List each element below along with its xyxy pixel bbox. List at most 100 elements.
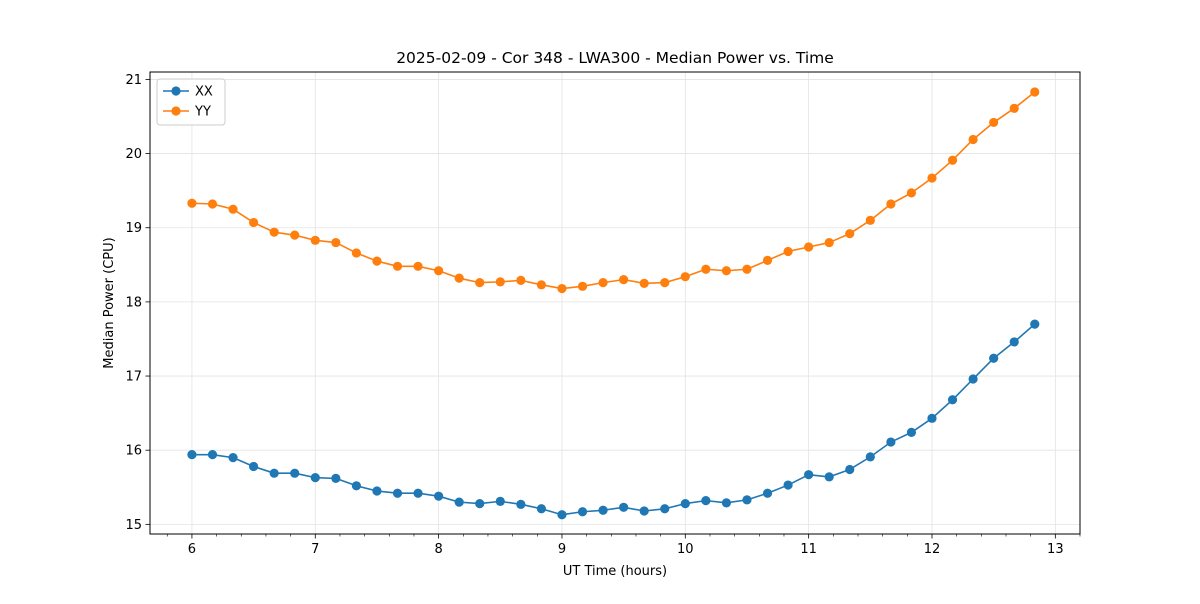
data-point-yy <box>968 134 978 145</box>
data-point-xx <box>290 468 300 478</box>
data-point-xx <box>413 488 423 498</box>
data-point-yy <box>351 248 361 258</box>
legend-label-yy: YY <box>194 105 211 120</box>
data-point-yy <box>290 230 300 240</box>
data-point-yy <box>1030 87 1040 97</box>
data-point-yy <box>989 117 999 128</box>
data-point-xx <box>536 504 547 514</box>
data-point-yy <box>804 242 814 252</box>
data-point-yy <box>639 278 649 288</box>
data-point-yy <box>742 264 752 274</box>
data-point-yy <box>619 275 629 285</box>
data-point-yy <box>1009 103 1019 113</box>
x-tick-label: 11 <box>800 542 817 557</box>
plot-frame <box>149 71 1081 535</box>
data-point-xx <box>845 464 855 475</box>
data-point-yy <box>577 281 588 291</box>
y-tick-label: 19 <box>125 221 142 236</box>
data-point-yy <box>721 266 732 276</box>
data-point-xx <box>351 481 361 491</box>
x-tick-label: 8 <box>434 542 442 557</box>
chart-title: 2025-02-09 - Cor 348 - LWA300 - Median P… <box>396 49 834 67</box>
data-point-yy <box>249 217 259 228</box>
data-point-xx <box>269 468 279 478</box>
data-point-yy <box>269 227 279 237</box>
data-point-xx <box>187 450 197 460</box>
data-point-yy <box>413 261 423 271</box>
data-point-yy <box>762 255 773 265</box>
legend-marker-yy <box>171 106 181 116</box>
data-point-xx <box>557 510 567 520</box>
data-point-xx <box>207 450 218 460</box>
data-point-xx <box>598 505 608 515</box>
data-point-xx <box>434 491 444 501</box>
x-tick-label: 13 <box>1047 542 1064 557</box>
data-point-yy <box>536 280 547 290</box>
data-point-xx <box>516 499 526 509</box>
data-point-xx <box>660 504 670 514</box>
data-point-yy <box>845 229 855 239</box>
data-point-xx <box>619 502 629 512</box>
data-point-xx <box>701 496 711 506</box>
data-point-xx <box>804 470 814 480</box>
data-point-xx <box>475 498 485 509</box>
data-point-xx <box>495 496 505 506</box>
data-point-xx <box>331 473 341 483</box>
data-point-yy <box>372 256 382 266</box>
data-point-yy <box>783 246 793 257</box>
data-point-xx <box>249 461 259 472</box>
legend-label-xx: XX <box>195 85 213 100</box>
series-layer <box>187 87 1040 520</box>
x-tick-label: 10 <box>677 542 694 557</box>
legend: XX YY <box>156 78 226 126</box>
data-point-xx <box>1030 319 1040 329</box>
data-point-xx <box>927 413 937 423</box>
y-tick-label: 21 <box>125 73 142 88</box>
y-tick-label: 17 <box>125 370 142 385</box>
data-point-yy <box>392 261 403 271</box>
data-point-yy <box>454 273 464 283</box>
data-point-xx <box>228 453 238 463</box>
data-point-yy <box>927 173 937 183</box>
data-point-xx <box>865 452 875 462</box>
data-point-yy <box>906 188 917 198</box>
data-point-yy <box>557 283 567 294</box>
x-tick-label: 12 <box>924 542 941 557</box>
data-point-yy <box>701 264 711 274</box>
grid <box>150 72 1080 534</box>
data-point-xx <box>721 498 732 508</box>
y-tick-label: 15 <box>125 518 142 533</box>
data-point-yy <box>187 198 197 208</box>
data-point-xx <box>906 427 917 438</box>
y-axis-label: Median Power (CPU) <box>102 237 117 368</box>
x-tick-label: 9 <box>558 542 566 557</box>
data-point-xx <box>454 497 464 507</box>
legend-marker-xx <box>171 86 181 96</box>
data-point-xx <box>392 488 403 498</box>
x-tick-label: 7 <box>311 542 319 557</box>
data-point-yy <box>310 235 320 245</box>
data-point-xx <box>310 473 320 483</box>
data-point-yy <box>516 275 526 285</box>
data-point-xx <box>1009 337 1019 347</box>
data-point-yy <box>886 199 896 209</box>
data-point-yy <box>207 199 218 209</box>
legend-box <box>156 78 226 126</box>
data-point-xx <box>372 486 382 496</box>
data-point-yy <box>680 272 690 282</box>
y-tick-label: 18 <box>125 295 142 310</box>
x-axis-label: UT Time (hours) <box>563 564 667 579</box>
ticks: 6 7 8 9 10 11 12 13 15 16 17 18 19 20 21 <box>125 73 1081 557</box>
data-point-yy <box>824 237 834 248</box>
data-point-xx <box>639 506 649 516</box>
data-point-yy <box>475 278 485 288</box>
data-point-yy <box>434 266 444 276</box>
data-point-xx <box>947 395 958 405</box>
data-point-xx <box>886 437 896 447</box>
data-point-xx <box>968 374 978 384</box>
data-point-xx <box>783 480 793 490</box>
y-tick-label: 16 <box>125 444 142 459</box>
data-point-xx <box>824 472 834 482</box>
x-tick-label: 6 <box>188 542 196 557</box>
